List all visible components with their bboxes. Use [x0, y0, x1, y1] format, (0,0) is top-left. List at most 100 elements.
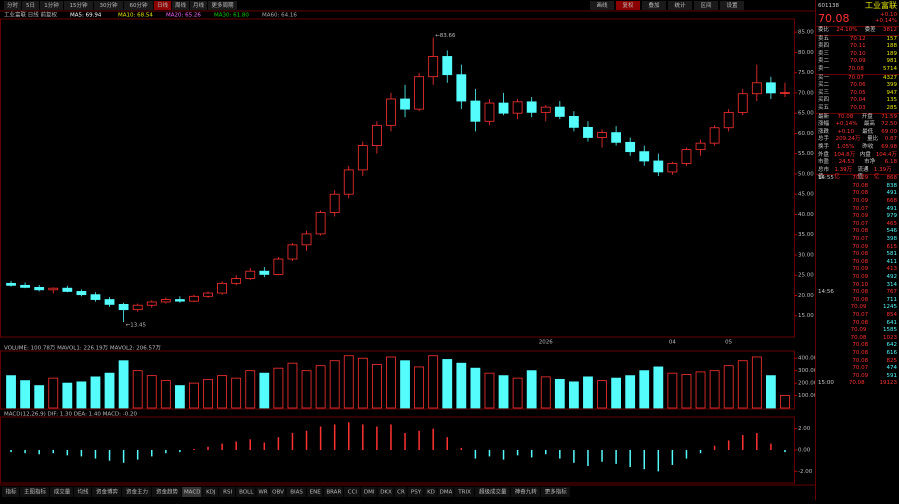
toolbar-tab[interactable]: 60分钟	[130, 1, 148, 9]
volume-bar	[118, 360, 129, 409]
row: 卖二 70.09 981	[816, 58, 899, 66]
bid-price: 70.04	[849, 97, 866, 104]
indicator-tab[interactable]: PSY	[411, 490, 422, 496]
candle-body	[498, 102, 509, 114]
trade-time	[818, 251, 834, 259]
stat-value: 104.4万	[875, 151, 897, 158]
toolbar-tool[interactable]: 叠加	[648, 1, 659, 9]
indicator-tab[interactable]: 资金趋势	[156, 488, 179, 496]
candle-body	[259, 270, 270, 275]
indicator-tab[interactable]: BRAR	[326, 490, 341, 496]
indicator-tab[interactable]: TRIX	[457, 490, 471, 496]
trade-row: 70.08 616	[816, 350, 899, 358]
toolbar-tab[interactable]: 更多周期	[211, 1, 234, 9]
toolbar-tool[interactable]: 复权	[622, 1, 634, 9]
row: 总手 209.24万 量比 0.87	[816, 136, 899, 144]
tab-bg	[64, 1, 93, 10]
price-tick-label: 35.00	[798, 232, 814, 238]
toolbar-tool[interactable]: 设置	[726, 1, 738, 9]
trade-row: 70.07 474	[816, 365, 899, 373]
indicator-tab[interactable]: KD	[427, 490, 435, 496]
indicator-tab[interactable]: KDJ	[206, 490, 216, 496]
indicator-tab[interactable]: 指标	[5, 488, 17, 496]
stat-label: 流通值	[857, 166, 869, 181]
toolbar-tab[interactable]: 周线	[175, 1, 187, 9]
candle-body	[203, 292, 213, 297]
candle-body	[400, 98, 410, 110]
indicator-tab[interactable]: MACD	[184, 490, 201, 496]
candle-body	[667, 163, 678, 173]
candle-body	[484, 102, 495, 122]
indicator-tab[interactable]: CCI	[348, 490, 358, 496]
candle-body	[568, 116, 579, 128]
ask-label: 卖三	[818, 50, 830, 57]
stat-value: 69.98	[881, 143, 897, 150]
indicator-tab[interactable]: RSI	[223, 490, 232, 496]
tab-bg	[208, 1, 237, 10]
indicator-tab[interactable]: 资金主力	[126, 488, 148, 496]
toolbar-tool[interactable]: 画线	[596, 1, 608, 9]
price-tick-label: 55.00	[798, 151, 814, 157]
volume-bar	[273, 367, 284, 409]
volume-tick-label: 100.00	[798, 393, 815, 399]
price-tick-label: 25.00	[798, 273, 814, 279]
candle-body	[765, 82, 776, 94]
indicator-tab[interactable]: 均线	[77, 488, 89, 496]
trade-price: 70.09	[852, 372, 869, 379]
toolbar-tab[interactable]: 15分钟	[70, 1, 88, 9]
candle-body	[34, 286, 45, 291]
toolbar-tool[interactable]: 统计	[674, 1, 686, 9]
indicator-tab[interactable]: BOLL	[239, 490, 254, 496]
indicator-tab[interactable]: BIAS	[290, 490, 303, 496]
trade-row: 70.08 1023	[816, 335, 899, 343]
tab-bg	[22, 1, 39, 10]
ask-price: 70.12	[849, 35, 866, 42]
indicator-tab[interactable]: 超级成交量	[479, 488, 507, 496]
volume-bar	[104, 372, 115, 409]
row: 市盈 24.53 市净 6.18	[816, 159, 899, 167]
trade-volume: 465	[886, 220, 898, 227]
trade-price: 70.09	[852, 274, 869, 280]
trade-volume: 491	[886, 190, 898, 197]
indicator-tab[interactable]: 更多指标	[545, 488, 568, 496]
toolbar-tab[interactable]: 日线	[157, 1, 169, 9]
indicator-tab[interactable]: ENE	[310, 490, 322, 496]
toolbar-tab[interactable]: 分时	[7, 1, 19, 9]
candle-body	[231, 278, 242, 284]
stat-value: 6.18	[884, 159, 897, 166]
indicator-tab[interactable]: CR	[397, 490, 405, 496]
volume-bar	[343, 355, 354, 409]
toolbar-tab[interactable]: 30分钟	[100, 1, 118, 9]
indicator-tab[interactable]: 成交量	[54, 488, 71, 496]
candle-body	[512, 101, 523, 114]
toolbar-tab[interactable]: 5日	[26, 2, 35, 9]
trade-time	[818, 213, 834, 221]
indicator-tab[interactable]: 资金博弈	[96, 488, 119, 496]
toolbar-tab[interactable]: 月线	[193, 1, 205, 9]
trade-price: 70.09	[852, 266, 869, 273]
volume-bar	[132, 370, 143, 409]
ask-label: 卖二	[818, 58, 830, 65]
candle-body	[386, 98, 396, 126]
indicator-tab[interactable]: 主图指标	[24, 488, 47, 496]
indicator-tab[interactable]: OBV	[272, 490, 284, 496]
trade-time	[818, 350, 834, 358]
bid-volume: 399	[886, 82, 897, 89]
trade-time	[818, 266, 834, 274]
trade-time	[818, 221, 834, 229]
indicator-tab[interactable]: WR	[258, 490, 267, 496]
indicator-tab[interactable]: DKX	[380, 490, 392, 496]
candle-body	[681, 149, 692, 164]
indicator-tab-bg	[50, 487, 73, 497]
volume-bar	[498, 375, 509, 409]
indicator-tab-bg	[360, 487, 377, 497]
toolbar-tab[interactable]: 1分钟	[44, 1, 59, 9]
indicator-tab[interactable]: DMA	[440, 490, 453, 496]
toolbar-tool[interactable]: 区间	[700, 1, 711, 9]
price-tick-label: 80.00	[798, 50, 814, 56]
indicator-tab[interactable]: DMI	[364, 490, 375, 496]
trade-volume: 1023	[883, 334, 897, 341]
trade-volume: 581	[886, 251, 898, 258]
indicator-tab[interactable]: 神奇九转	[515, 488, 538, 496]
